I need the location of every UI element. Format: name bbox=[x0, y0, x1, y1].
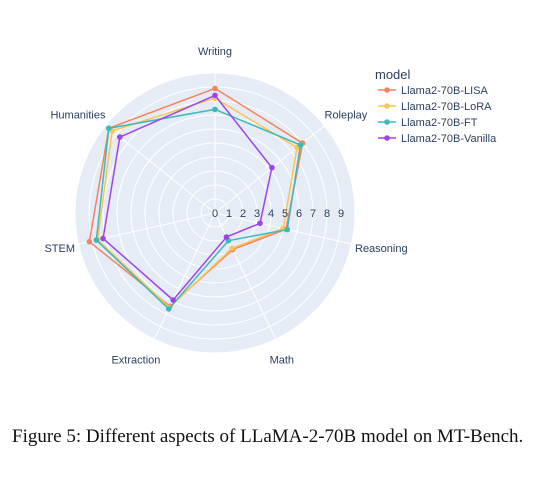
radial-tick-label: 1 bbox=[226, 208, 232, 220]
angular-axis-labels: Writing Roleplay Reasoning Math Extraction ST… bbox=[44, 46, 407, 366]
axis-label-stem: STEM bbox=[44, 243, 75, 255]
grid-spoke bbox=[105, 125, 216, 214]
axis-label-extraction: Extraction bbox=[111, 354, 160, 366]
data-point bbox=[86, 238, 93, 245]
data-point bbox=[223, 234, 230, 240]
legend-swatch-marker bbox=[384, 135, 390, 141]
data-point bbox=[212, 106, 218, 113]
legend-label: Llama2-70B-LISA bbox=[401, 85, 488, 97]
data-point bbox=[212, 85, 218, 92]
series-llama2-70b-vanilla bbox=[100, 92, 275, 303]
legend-label: Llama2-70B-FT bbox=[401, 117, 478, 129]
legend: model Llama2-70B-LISA Llama2-70B-LoRA Llam… bbox=[375, 67, 497, 145]
data-point bbox=[212, 92, 218, 99]
radial-tick-label: 0 bbox=[212, 208, 218, 220]
series-line bbox=[96, 97, 298, 309]
series-llama2-70b-ft bbox=[93, 106, 304, 312]
data-point bbox=[284, 226, 291, 233]
radial-tick-label: 3 bbox=[254, 208, 260, 220]
figure-caption: Figure 5: Different aspects of LLaMA-2-7… bbox=[12, 426, 524, 447]
legend-swatch-marker bbox=[384, 103, 390, 109]
legend-item: Llama2-70B-LoRA bbox=[378, 101, 492, 113]
radial-tick-label: 5 bbox=[282, 208, 288, 220]
data-point bbox=[117, 134, 123, 140]
data-point bbox=[297, 142, 304, 148]
series-layer bbox=[86, 85, 306, 312]
radial-tick-label: 2 bbox=[240, 208, 246, 220]
radial-tick-label: 4 bbox=[268, 208, 274, 220]
data-point bbox=[100, 235, 106, 242]
axis-label-writing: Writing bbox=[198, 46, 232, 58]
axis-label-reasoning: Reasoning bbox=[355, 243, 408, 255]
data-point bbox=[170, 297, 176, 303]
axis-label-humanities: Humanities bbox=[50, 110, 106, 122]
data-point bbox=[257, 220, 263, 227]
axis-label-math: Math bbox=[270, 354, 294, 366]
data-point bbox=[229, 245, 235, 252]
legend-label: Llama2-70B-Vanilla bbox=[401, 133, 497, 145]
legend-item: Llama2-70B-LISA bbox=[378, 85, 488, 97]
radial-tick-label: 6 bbox=[296, 208, 302, 220]
legend-swatch-marker bbox=[384, 87, 390, 93]
legend-item: Llama2-70B-Vanilla bbox=[378, 133, 497, 145]
legend-swatch-marker bbox=[384, 119, 390, 125]
radial-tick-label: 8 bbox=[324, 208, 330, 220]
data-point bbox=[106, 125, 112, 132]
grid-spoke bbox=[153, 212, 216, 340]
series-line bbox=[102, 94, 273, 301]
grid-spoke bbox=[214, 212, 277, 340]
legend-title: model bbox=[375, 67, 411, 82]
legend-label: Llama2-70B-LoRA bbox=[401, 101, 492, 113]
legend-item: Llama2-70B-FT bbox=[378, 117, 478, 129]
data-point bbox=[269, 164, 275, 171]
radial-tick-label: 7 bbox=[310, 208, 316, 220]
axis-label-roleplay: Roleplay bbox=[325, 110, 368, 122]
series-llama2-70b-lora bbox=[94, 95, 300, 311]
radial-tick-label: 9 bbox=[338, 208, 344, 220]
series-line bbox=[95, 108, 302, 310]
data-point bbox=[166, 306, 172, 312]
data-point bbox=[93, 237, 100, 243]
